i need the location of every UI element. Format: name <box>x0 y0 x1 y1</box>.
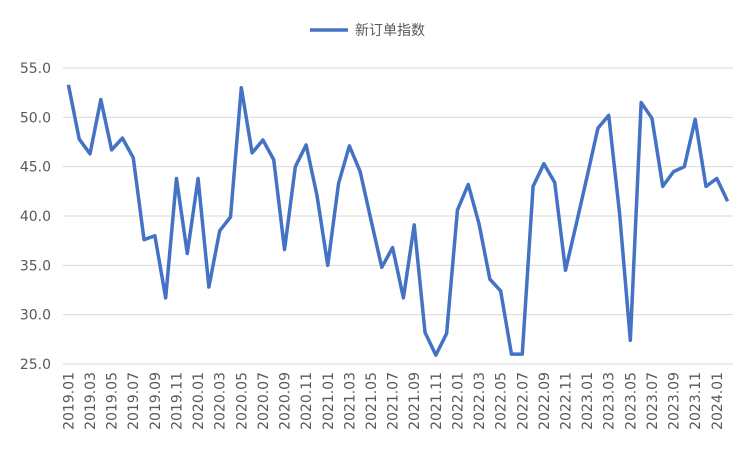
x-tick-label: 2022.05 <box>494 372 510 430</box>
x-tick-label: 2019.09 <box>148 372 164 430</box>
x-tick-label: 2019.05 <box>105 372 121 430</box>
x-tick-label: 2021.07 <box>386 372 402 430</box>
y-tick-label: 40.0 <box>20 209 51 225</box>
data-line <box>66 84 730 357</box>
y-tick-label: 25.0 <box>20 357 51 373</box>
x-tick-label: 2019.11 <box>169 372 185 430</box>
x-tick-label: 2021.01 <box>321 372 337 430</box>
x-tick-label: 2020.01 <box>191 372 207 430</box>
x-tick-label: 2021.05 <box>364 372 380 430</box>
y-tick-label: 55.0 <box>20 61 51 77</box>
x-tick-label: 2019.03 <box>83 372 99 430</box>
y-tick-label: 30.0 <box>20 308 51 324</box>
x-tick-label: 2019.01 <box>61 372 77 430</box>
x-tick-label: 2023.03 <box>602 372 618 430</box>
y-tick-label: 45.0 <box>20 160 51 176</box>
x-tick-label: 2021.11 <box>429 372 445 430</box>
y-tick-label: 50.0 <box>20 110 51 126</box>
x-tick-label: 2023.01 <box>580 372 596 430</box>
x-tick-label: 2024.01 <box>710 372 726 430</box>
x-tick-label: 2022.07 <box>515 372 531 430</box>
y-tick-label: 35.0 <box>20 258 51 274</box>
x-tick-label: 2021.03 <box>342 372 358 430</box>
x-tick-label: 2023.11 <box>688 372 704 430</box>
x-tick-label: 2020.09 <box>278 372 294 430</box>
x-tick-label: 2022.01 <box>450 372 466 430</box>
x-tick-label: 2020.03 <box>213 372 229 430</box>
legend-label: 新订单指数 <box>355 23 425 39</box>
x-tick-label: 2022.03 <box>472 372 488 430</box>
x-tick-label: 2021.09 <box>407 372 423 430</box>
x-tick-label: 2019.07 <box>126 372 142 430</box>
x-tick-label: 2023.07 <box>645 372 661 430</box>
x-tick-label: 2022.09 <box>537 372 553 430</box>
x-tick-label: 2020.05 <box>234 372 250 430</box>
x-tick-label: 2020.07 <box>256 372 272 430</box>
x-tick-label: 2023.09 <box>667 372 683 430</box>
x-tick-label: 2022.11 <box>559 372 575 430</box>
x-tick-label: 2023.05 <box>623 372 639 430</box>
x-tick-label: 2020.11 <box>299 372 315 430</box>
